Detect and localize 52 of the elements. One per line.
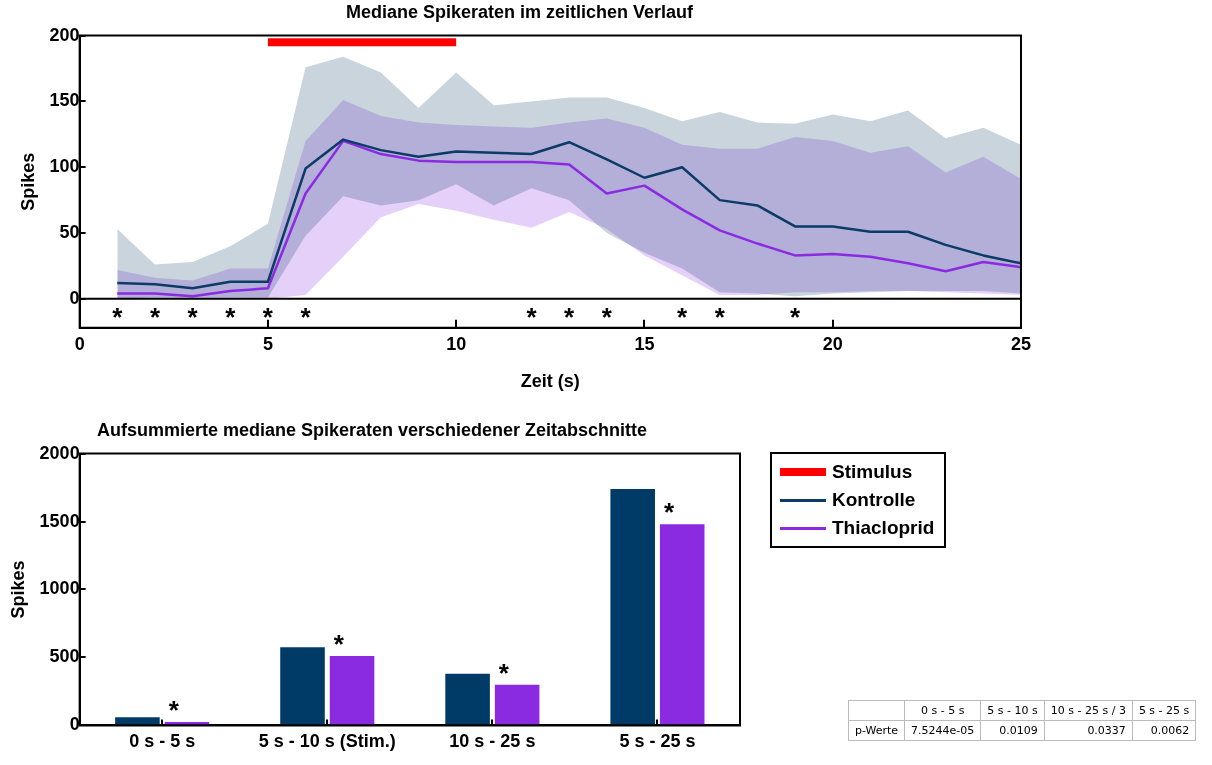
text: 0.0337: [1087, 724, 1126, 737]
annotation: *: [333, 629, 345, 660]
annotation: *: [564, 302, 576, 333]
category-label: 10 s - 25 s / 3: [1044, 700, 1133, 721]
annotation: *: [225, 302, 237, 333]
x-tick-label: 25: [1010, 333, 1031, 354]
y-tick-label: 500: [49, 646, 80, 667]
annotation: *: [663, 497, 675, 528]
text: 0.0109: [999, 724, 1038, 737]
y-tick-label: 2000: [39, 442, 80, 463]
y-axis-title: Spikes: [17, 152, 38, 211]
y-tick-label: 200: [49, 24, 80, 45]
chart-title: Mediane Spikeraten im zeitlichen Verlauf: [345, 1, 695, 22]
chart-title: Aufsummierte mediane Spikeraten verschiedener Zeitabschnitte: [96, 419, 648, 440]
annotation: *: [262, 302, 274, 333]
y-axis-title: Spikes: [7, 560, 28, 619]
y-tick-label: 0: [69, 714, 80, 735]
category-label: 0 s - 5 s: [904, 700, 981, 721]
annotation: *: [168, 695, 180, 726]
x-tick-label: 10 s - 25 s: [449, 731, 536, 752]
x-tick-label: 5 s - 25 s: [619, 731, 696, 752]
text: 0.0062: [1150, 724, 1190, 737]
annotation: *: [677, 302, 689, 333]
y-tick-label: 100: [49, 156, 80, 177]
x-tick-label: 10: [446, 333, 467, 354]
annotation: *: [498, 657, 510, 688]
x-tick-label: 0 s - 5 s: [129, 731, 196, 752]
x-tick-label: 15: [634, 333, 655, 354]
text: 7.5244e-05: [911, 724, 975, 737]
x-tick-label: 5 s - 10 s (Stim.): [258, 731, 396, 752]
annotation: *: [790, 302, 801, 333]
y-tick-label: 150: [49, 90, 80, 111]
annotation: *: [526, 302, 538, 333]
legend-label: Stimulus: [832, 461, 913, 483]
x-tick-label: 5: [262, 333, 273, 354]
y-tick-label: 50: [59, 222, 80, 242]
legend-label: Thiacloprid: [832, 517, 935, 539]
y-tick-label: 1000: [39, 578, 80, 599]
category-label: 5 s - 25 s: [1132, 700, 1196, 721]
x-axis-title: Zeit (s): [520, 371, 580, 392]
annotation: *: [112, 302, 124, 333]
annotation: *: [300, 302, 312, 333]
legend-label: Kontrolle: [832, 489, 916, 511]
category-label: p-Werte: [855, 724, 899, 737]
annotation: *: [187, 302, 199, 333]
annotation: *: [601, 302, 613, 333]
annotation: *: [149, 302, 161, 333]
y-tick-label: 0: [69, 287, 80, 308]
annotation: *: [714, 302, 726, 333]
y-tick-label: 1500: [39, 510, 80, 531]
category-label: 5 s - 10 s: [980, 700, 1045, 721]
x-tick-label: 20: [822, 333, 843, 354]
